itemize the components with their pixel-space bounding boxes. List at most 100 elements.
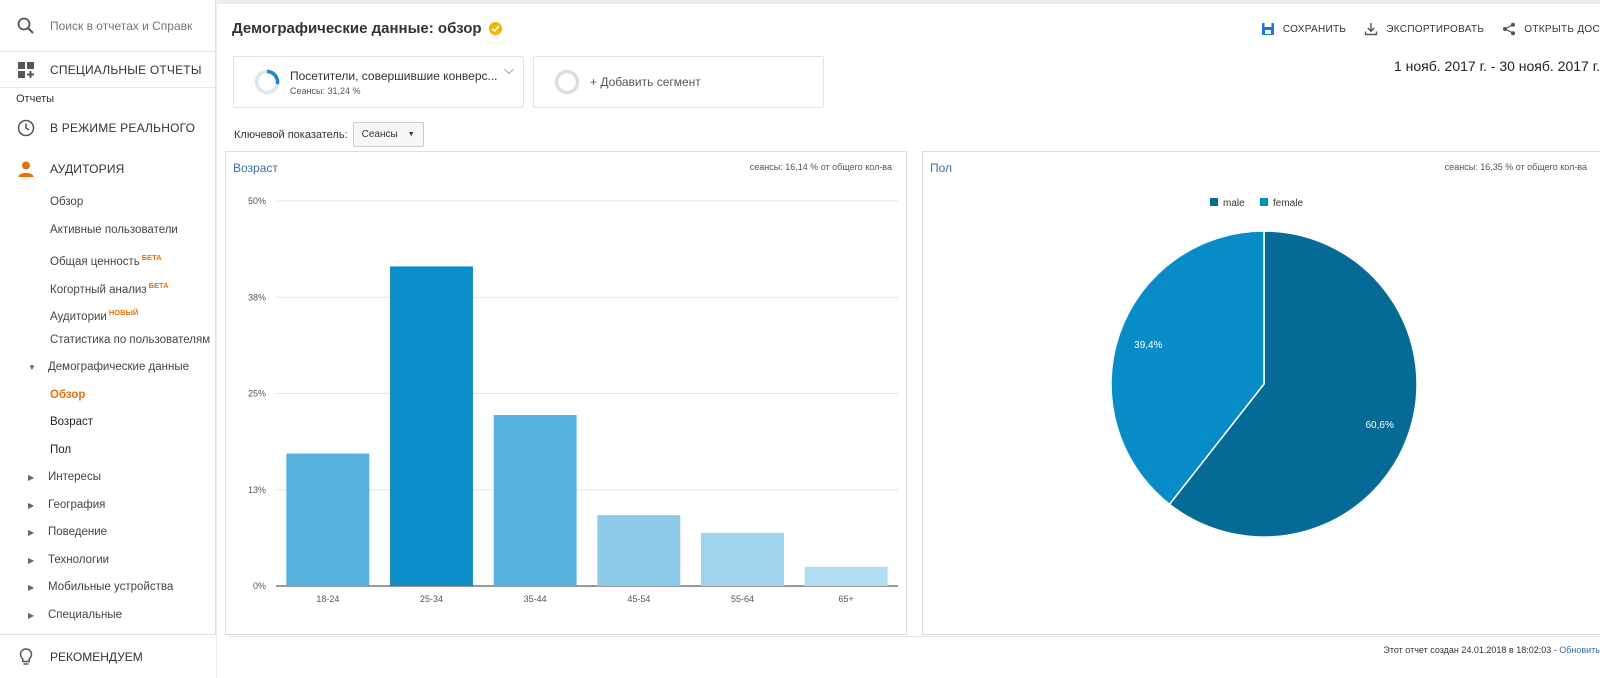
bar-25-34[interactable]	[390, 266, 473, 586]
legend-swatch-female	[1260, 198, 1268, 206]
caret-right-icon: ▶	[28, 473, 35, 482]
sidebar-item-label: В РЕЖИМЕ РЕАЛЬНОГО	[50, 121, 196, 135]
caret-right-icon: ▶	[28, 528, 35, 537]
beta-badge: БЕТА	[141, 253, 162, 262]
verified-badge-icon	[488, 21, 502, 36]
lightbulb-icon	[19, 647, 33, 665]
date-range-picker[interactable]: 1 нояб. 2017 г. - 30 нояб. 2017 г.	[1393, 58, 1600, 74]
pie-value-label: 39,4%	[1134, 340, 1162, 351]
y-tick-label: 13%	[248, 485, 266, 495]
caret-down-icon: ▼	[28, 363, 36, 372]
caret-right-icon: ▶	[28, 610, 35, 620]
sidebar-subitem-audiences[interactable]: Аудитории НОВЫЙ	[50, 308, 139, 323]
age-bar-chart: 0% 13% 25% 38% 50% 18-24 25-34 35-44 45-54 55-64 6…	[248, 196, 898, 604]
gender-panel-stat: сеансы: 16,35 % от общего кол-ва	[1444, 162, 1587, 172]
x-tick-label: 45-54	[627, 594, 650, 604]
segment-ring-icon	[254, 69, 280, 95]
sidebar-tree-mobile[interactable]: ▶ Мобильные устройства	[0, 574, 215, 602]
sidebar-subitem-gender[interactable]: Пол	[50, 443, 72, 456]
sidebar-item-realtime[interactable]: В РЕЖИМЕ РЕАЛЬНОГО	[0, 110, 215, 146]
empty-segment-ring-icon	[554, 69, 580, 95]
key-metric-select[interactable]: Сеансы ▼	[352, 122, 424, 147]
sidebar-subitem-age[interactable]: Возраст	[50, 416, 94, 428]
sidebar-subitem-cohort[interactable]: Когортный анализ БЕТА	[50, 280, 169, 296]
x-tick-label: 25-34	[420, 594, 443, 604]
pie-value-label: 60,6%	[1365, 420, 1393, 431]
search-input[interactable]	[50, 18, 200, 33]
report-created-text: Этот отчет создан 24.01.2018 в 18:02:03 …	[1383, 645, 1560, 655]
add-segment-button[interactable]: + Добавить сегмент	[533, 56, 824, 108]
pie-slice-male[interactable]	[1168, 230, 1418, 538]
caret-down-icon: ▼	[407, 131, 415, 138]
gender-panel-title[interactable]: Пол	[930, 161, 953, 175]
segment-name: Посетители, совершившие конверс...	[290, 68, 498, 83]
legend-swatch-male	[1210, 198, 1218, 206]
sidebar-tree-custom[interactable]: ▶ Специальные	[0, 602, 215, 630]
save-button[interactable]: СОХРАНИТЬ	[1261, 22, 1346, 36]
gender-panel: Пол сеансы: 16,35 % от общего кол-ва 60,…	[922, 151, 1600, 635]
chevron-down-icon[interactable]	[503, 65, 515, 77]
share-button[interactable]: ОТКРЫТЬ ДОС	[1502, 22, 1600, 36]
beta-badge: БЕТА	[148, 280, 169, 290]
sidebar: СПЕЦИАЛЬНЫЕ ОТЧЕТЫ Отчеты В РЕЖИМЕ РЕАЛЬ…	[0, 0, 216, 678]
sidebar-item-label: СПЕЦИАЛЬНЫЕ ОТЧЕТЫ	[50, 62, 202, 77]
sidebar-tree-interests[interactable]: ▶ Интересы	[0, 464, 215, 492]
search-bar	[0, 0, 215, 52]
top-divider	[217, 0, 1600, 4]
sidebar-subitem-demographics-overview[interactable]: Обзор	[50, 388, 86, 401]
bar-35-44[interactable]	[493, 415, 577, 586]
report-footer: Этот отчет создан 24.01.2018 в 18:02:03 …	[229, 636, 1600, 666]
segment-chip[interactable]: Посетители, совершившие конверс... Сеанс…	[233, 56, 524, 108]
sidebar-item-label: АУДИТОРИЯ	[50, 162, 125, 176]
x-tick-label: 18-24	[316, 594, 339, 604]
sidebar-tree-geo[interactable]: ▶ География	[0, 492, 215, 520]
caret-right-icon: ▶	[28, 583, 35, 592]
new-badge: НОВЫЙ	[108, 308, 139, 317]
age-panel: Возраст сеансы: 16,14 % от общего кол-ва…	[225, 151, 907, 635]
search-icon[interactable]	[16, 16, 36, 36]
sidebar-subitem-lifetime-value[interactable]: Общая ценность БЕТА	[50, 253, 162, 268]
legend-label-female[interactable]: female	[1273, 198, 1303, 209]
main-content: Демографические данные: обзор СОХРАНИТЬ …	[217, 0, 1600, 678]
x-tick-label: 35-44	[524, 594, 547, 604]
y-tick-label: 0%	[253, 581, 266, 591]
save-icon	[1261, 23, 1274, 35]
bar-65+[interactable]	[804, 566, 888, 586]
gender-pie-chart: 60,6% 39,4% male female	[1110, 198, 1418, 538]
key-metric-row: Ключевой показатель: Сеансы ▼	[234, 122, 424, 147]
share-icon	[1503, 22, 1516, 36]
bar-55-64[interactable]	[701, 532, 784, 586]
reports-section-label: Отчеты	[16, 93, 55, 105]
age-panel-title[interactable]: Возраст	[233, 161, 278, 175]
sidebar-subitem-user-explorer[interactable]: Статистика по пользователям	[50, 333, 211, 346]
bar-45-54[interactable]	[597, 515, 681, 586]
header-actions: СОХРАНИТЬ ЭКСПОРТИРОВАТЬ ОТКРЫТЬ ДОС	[1243, 22, 1600, 36]
refresh-link[interactable]: Обновить	[1559, 645, 1600, 655]
sidebar-item-label: РЕКОМЕНДУЕМ	[50, 649, 143, 664]
pie-slice-female[interactable]	[1110, 230, 1265, 506]
sidebar-tree-technology[interactable]: ▶ Технологии	[0, 547, 215, 575]
y-tick-label: 50%	[248, 196, 266, 206]
page-title: Демографические данные: обзор	[232, 20, 503, 37]
y-tick-label: 25%	[248, 389, 266, 399]
dashboard-grid-icon	[16, 60, 36, 80]
add-segment-label: + Добавить сегмент	[590, 75, 701, 89]
export-button[interactable]: ЭКСПОРТИРОВАТЬ	[1364, 22, 1484, 36]
segment-sessions-share: Сеансы: 31,24 %	[290, 85, 361, 96]
sidebar-tree-behavior[interactable]: ▶ Поведение	[0, 519, 215, 547]
sidebar-item-custom-reports[interactable]: СПЕЦИАЛЬНЫЕ ОТЧЕТЫ	[0, 52, 215, 88]
key-metric-label: Ключевой показатель:	[234, 128, 348, 141]
legend-label-male[interactable]: male	[1223, 198, 1245, 209]
download-icon	[1365, 23, 1378, 36]
sidebar-subitem-active-users[interactable]: Активные пользователи	[50, 223, 178, 236]
sidebar-item-recommend[interactable]: РЕКОМЕНДУЕМ	[0, 634, 216, 678]
clock-icon	[16, 118, 36, 138]
y-tick-label: 38%	[248, 292, 266, 302]
bar-18-24[interactable]	[286, 453, 370, 586]
person-icon	[16, 159, 36, 179]
x-tick-label: 65+	[839, 594, 854, 604]
sidebar-subitem-overview[interactable]: Обзор	[50, 196, 84, 208]
sidebar-tree-demographics[interactable]: ▼ Демографические данные	[0, 354, 215, 382]
sidebar-item-audience[interactable]: АУДИТОРИЯ	[0, 151, 215, 187]
caret-right-icon: ▶	[28, 555, 35, 565]
